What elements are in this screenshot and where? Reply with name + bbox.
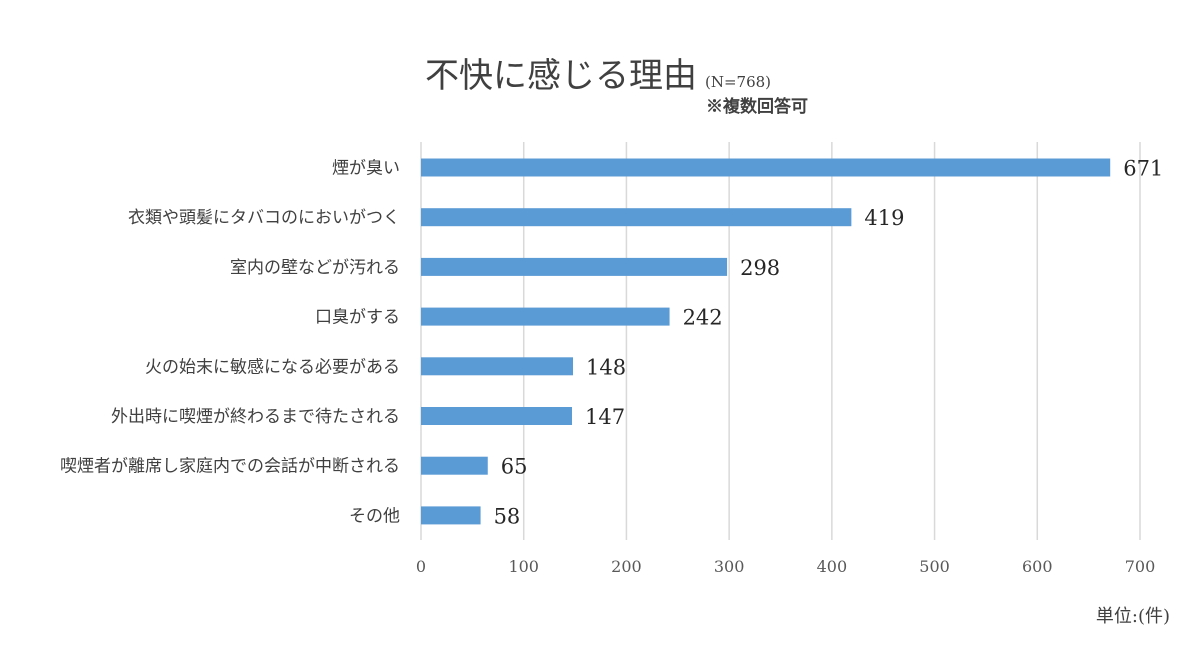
data-label: 58 bbox=[494, 504, 521, 528]
category-label: 外出時に喫煙が終わるまで待たされる bbox=[111, 407, 400, 427]
data-label: 242 bbox=[683, 306, 723, 330]
category-label: 喫煙者が離席し家庭内での会話が中断される bbox=[60, 457, 400, 477]
x-tick-label: 300 bbox=[714, 557, 745, 576]
bar bbox=[421, 407, 572, 425]
data-label: 147 bbox=[585, 405, 625, 429]
category-label: 火の始末に敏感になる必要がある bbox=[145, 357, 400, 377]
data-label: 671 bbox=[1123, 157, 1163, 181]
x-tick-label: 500 bbox=[919, 557, 950, 576]
chart-title-text: 不快に感じる理由 bbox=[424, 56, 697, 96]
x-tick-label: 400 bbox=[817, 557, 848, 576]
x-tick-label: 600 bbox=[1022, 557, 1053, 576]
x-tick-label: 700 bbox=[1125, 557, 1156, 576]
category-label: 衣類や頭髪にタバコのにおいがつく bbox=[128, 208, 400, 228]
bar bbox=[421, 208, 852, 227]
category-label: その他 bbox=[349, 506, 400, 526]
data-label: 298 bbox=[740, 256, 780, 280]
x-tick-label: 100 bbox=[508, 557, 539, 576]
x-tick-label: 200 bbox=[611, 557, 642, 576]
bar bbox=[421, 357, 574, 376]
data-label: 65 bbox=[501, 455, 528, 479]
bar bbox=[421, 307, 670, 326]
bar bbox=[421, 257, 728, 276]
bar bbox=[421, 456, 488, 475]
category-label: 室内の壁などが汚れる bbox=[230, 258, 400, 278]
sample-size-note: (N=768) bbox=[704, 73, 772, 91]
data-label: 148 bbox=[586, 355, 626, 379]
x-tick-label: 0 bbox=[416, 557, 426, 576]
category-label: 口臭がする bbox=[315, 308, 400, 328]
category-label: 煙が臭い bbox=[332, 159, 400, 179]
unit-label: 単位:(件) bbox=[1095, 606, 1170, 627]
bar bbox=[421, 506, 481, 525]
data-label: 419 bbox=[864, 206, 904, 230]
bar bbox=[421, 158, 1111, 177]
chart-title: 不快に感じる理由 (N=768) bbox=[0, 48, 1196, 97]
multiple-answer-note: ※複数回答可 bbox=[706, 97, 808, 117]
